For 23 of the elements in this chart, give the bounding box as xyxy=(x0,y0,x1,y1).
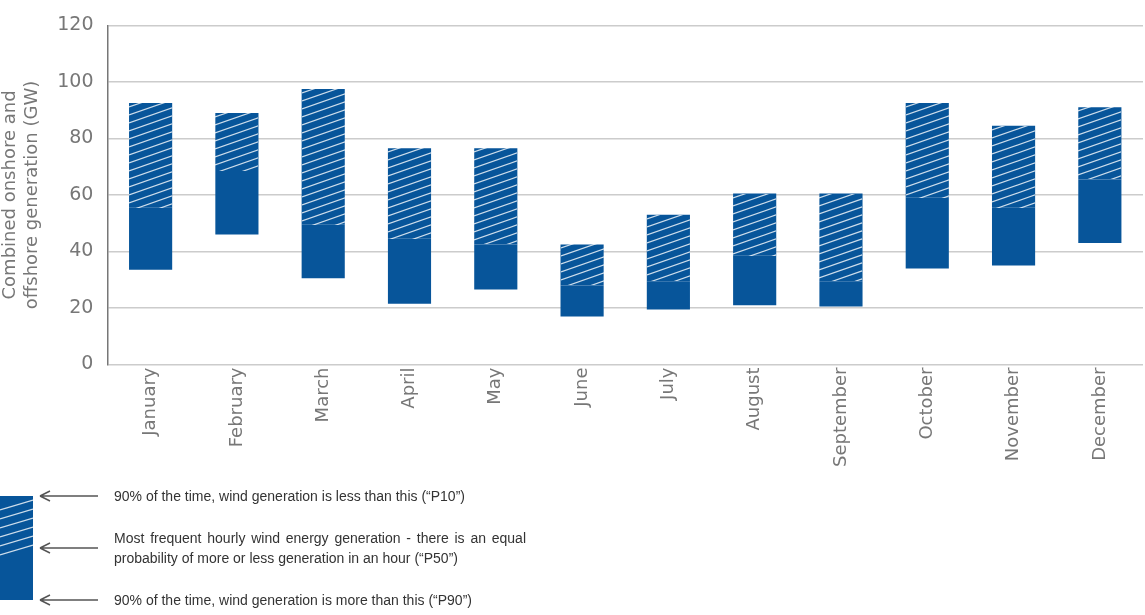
x-tick-label: March xyxy=(310,367,332,423)
x-tick-label: May xyxy=(483,367,505,405)
x-tick-label: February xyxy=(224,367,246,448)
y-tick-label: 40 xyxy=(69,238,94,261)
x-tick-label: January xyxy=(138,367,160,437)
x-tick-label: December xyxy=(1087,366,1109,461)
y-tick-label: 60 xyxy=(69,181,94,204)
y-axis-title: Combined onshore and offshore generation (GW) xyxy=(0,80,42,310)
y-tick-label: 0 xyxy=(81,351,94,374)
y-tick-label: 120 xyxy=(57,12,94,35)
x-tick-label: October xyxy=(914,366,936,440)
y-tick-label: 80 xyxy=(69,125,94,148)
y-tick-label: 100 xyxy=(57,68,94,91)
text: Most frequent hourly wind energy generation - there is an equal probability of more or less generation in an hour (“P50”) xyxy=(114,529,526,568)
y-tick-label: 20 xyxy=(69,294,94,317)
x-tick-label: September xyxy=(828,366,850,468)
x-tick-label: August xyxy=(742,367,764,431)
x-tick-label: June xyxy=(569,367,591,408)
x-tick-label: July xyxy=(656,367,678,401)
x-tick-label: April xyxy=(397,367,419,409)
text: 90% of the time, wind generation is more than this (“P90”) xyxy=(114,591,473,610)
text: 90% of the time, wind generation is less than this (“P10”) xyxy=(114,487,466,506)
x-tick-label: November xyxy=(1001,366,1023,462)
